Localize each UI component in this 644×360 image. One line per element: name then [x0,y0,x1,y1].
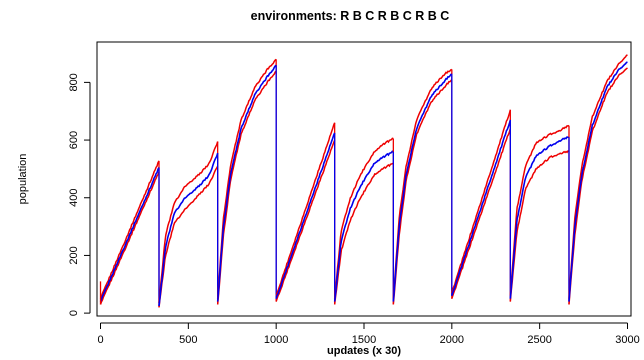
upper-bound-line [99,160,160,299]
upper-bound-line [216,58,277,299]
y-axis: 0 200 400 600 800 [68,73,91,316]
x-tick-label: 1000 [264,334,288,346]
segment-9 [568,54,628,305]
segment-7 [451,109,512,302]
x-tick-label: 1500 [352,334,376,346]
mean-line [216,64,277,302]
segment-4 [275,122,336,305]
lower-bound-line [275,139,336,302]
x-tick-label: 2500 [527,334,551,346]
y-axis-label: population [17,154,29,205]
mean-line [275,132,336,299]
upper-bound-line [568,54,628,299]
series-group [99,54,628,308]
mean-line [509,136,570,299]
lower-bound-line [216,70,277,305]
segment-8 [509,124,570,305]
y-tick-label: 400 [68,189,80,207]
chart-title: environments: R B C R B C R B C [251,9,450,23]
mean-line [333,150,394,302]
mean-line [392,73,453,302]
y-tick-label: 0 [68,310,80,316]
mean-line [158,152,219,306]
x-axis-label: updates (x 30) [327,345,401,357]
x-axis: 0 500 1000 1500 2000 2500 3000 [97,322,640,346]
segment-3 [216,58,277,305]
upper-bound-line [275,122,336,297]
y-tick-label: 600 [68,131,80,149]
lower-bound-line [451,128,512,299]
upper-bound-line [158,141,219,304]
lower-bound-line [99,171,160,305]
x-tick-label: 0 [97,334,103,346]
y-tick-label: 200 [68,246,80,264]
lower-bound-line [392,79,453,305]
upper-bound-line [333,137,394,299]
x-tick-label: 500 [179,334,197,346]
upper-bound-line [451,109,512,294]
lower-bound-line [568,67,628,305]
upper-bound-line [392,68,453,299]
lower-bound-line [158,165,219,308]
segment-2 [158,141,219,308]
segment-6 [392,68,453,305]
y-tick-label: 800 [68,73,80,91]
lower-bound-line [509,149,570,302]
upper-bound-line [509,124,570,296]
mean-line [99,167,160,302]
x-tick-label: 2000 [440,334,464,346]
x-tick-label: 3000 [615,334,639,346]
mean-line [568,61,628,302]
segment-1 [99,160,160,308]
lower-bound-line [333,162,394,305]
plot-frame [96,41,632,317]
segment-5 [333,137,394,305]
mean-line [451,119,512,297]
